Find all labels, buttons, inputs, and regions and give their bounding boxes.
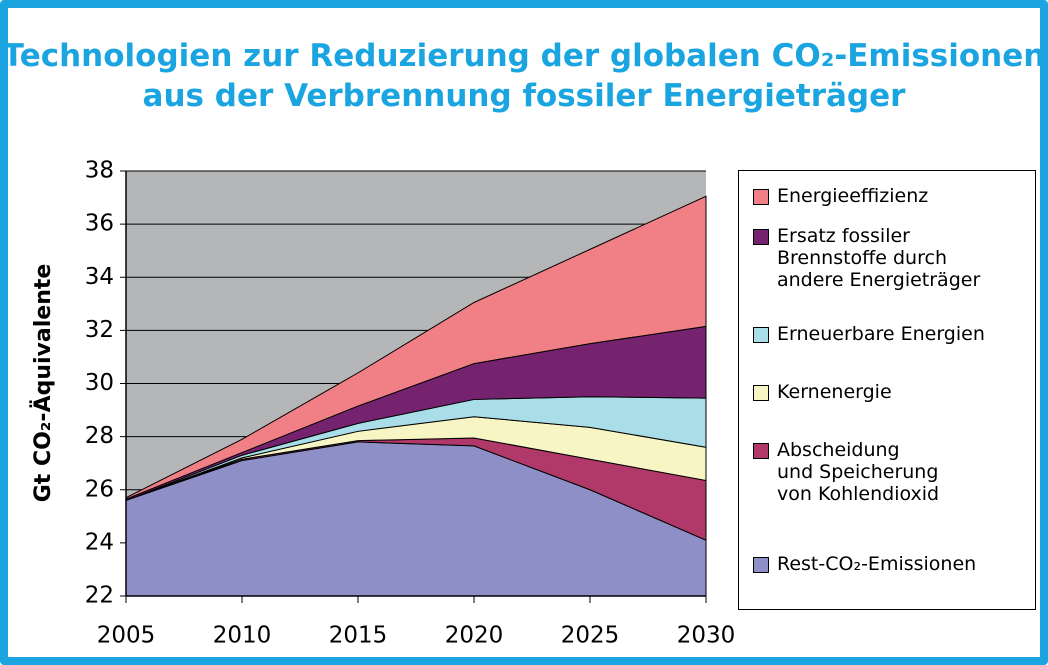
legend: Energieeffizienz Ersatz fossiler Brennsto… xyxy=(738,170,1036,610)
legend-swatch xyxy=(753,229,769,245)
x-tick-label: 2030 xyxy=(677,623,736,649)
legend-label: Erneuerbare Energien xyxy=(777,323,985,345)
x-tick-label: 2020 xyxy=(445,623,504,649)
y-tick-label: 36 xyxy=(85,211,114,237)
y-tick-label: 24 xyxy=(85,529,114,555)
legend-item: Energieeffizienz xyxy=(753,185,928,207)
legend-swatch xyxy=(753,443,769,459)
y-tick-label: 28 xyxy=(85,423,114,449)
legend-item: Rest-CO₂-Emissionen xyxy=(753,553,976,575)
y-tick-label: 34 xyxy=(85,264,114,290)
legend-item: Ersatz fossiler Brennstoffe durch andere… xyxy=(753,225,980,291)
y-tick-label: 26 xyxy=(85,476,114,502)
y-tick-label: 30 xyxy=(85,370,114,396)
legend-swatch xyxy=(753,189,769,205)
y-tick-label: 22 xyxy=(85,583,114,609)
legend-item: Kernenergie xyxy=(753,381,892,403)
chart-title: Technologien zur Reduzierung der globale… xyxy=(2,38,1046,114)
legend-swatch xyxy=(753,327,769,343)
legend-label: Ersatz fossiler Brennstoffe durch andere… xyxy=(777,225,981,291)
legend-label: Abscheidung und Speicherung von Kohlendi… xyxy=(777,439,940,505)
y-tick-label: 38 xyxy=(85,158,114,184)
x-tick-label: 2010 xyxy=(213,623,272,649)
legend-label: Rest-CO₂-Emissionen xyxy=(777,553,977,575)
x-tick-label: 2005 xyxy=(97,623,156,649)
x-tick-label: 2015 xyxy=(329,623,388,649)
legend-item: Erneuerbare Energien xyxy=(753,323,985,345)
y-axis-label: Gt CO₂-Äquivalente xyxy=(30,264,56,503)
legend-swatch xyxy=(753,385,769,401)
legend-item: Abscheidung und Speicherung von Kohlendi… xyxy=(753,439,939,505)
x-tick-label: 2025 xyxy=(561,623,620,649)
y-tick-label: 32 xyxy=(85,317,114,343)
area xyxy=(125,195,707,500)
legend-label: Kernenergie xyxy=(777,381,892,403)
legend-label: Energieeffizienz xyxy=(777,185,929,207)
legend-swatch xyxy=(753,557,769,573)
